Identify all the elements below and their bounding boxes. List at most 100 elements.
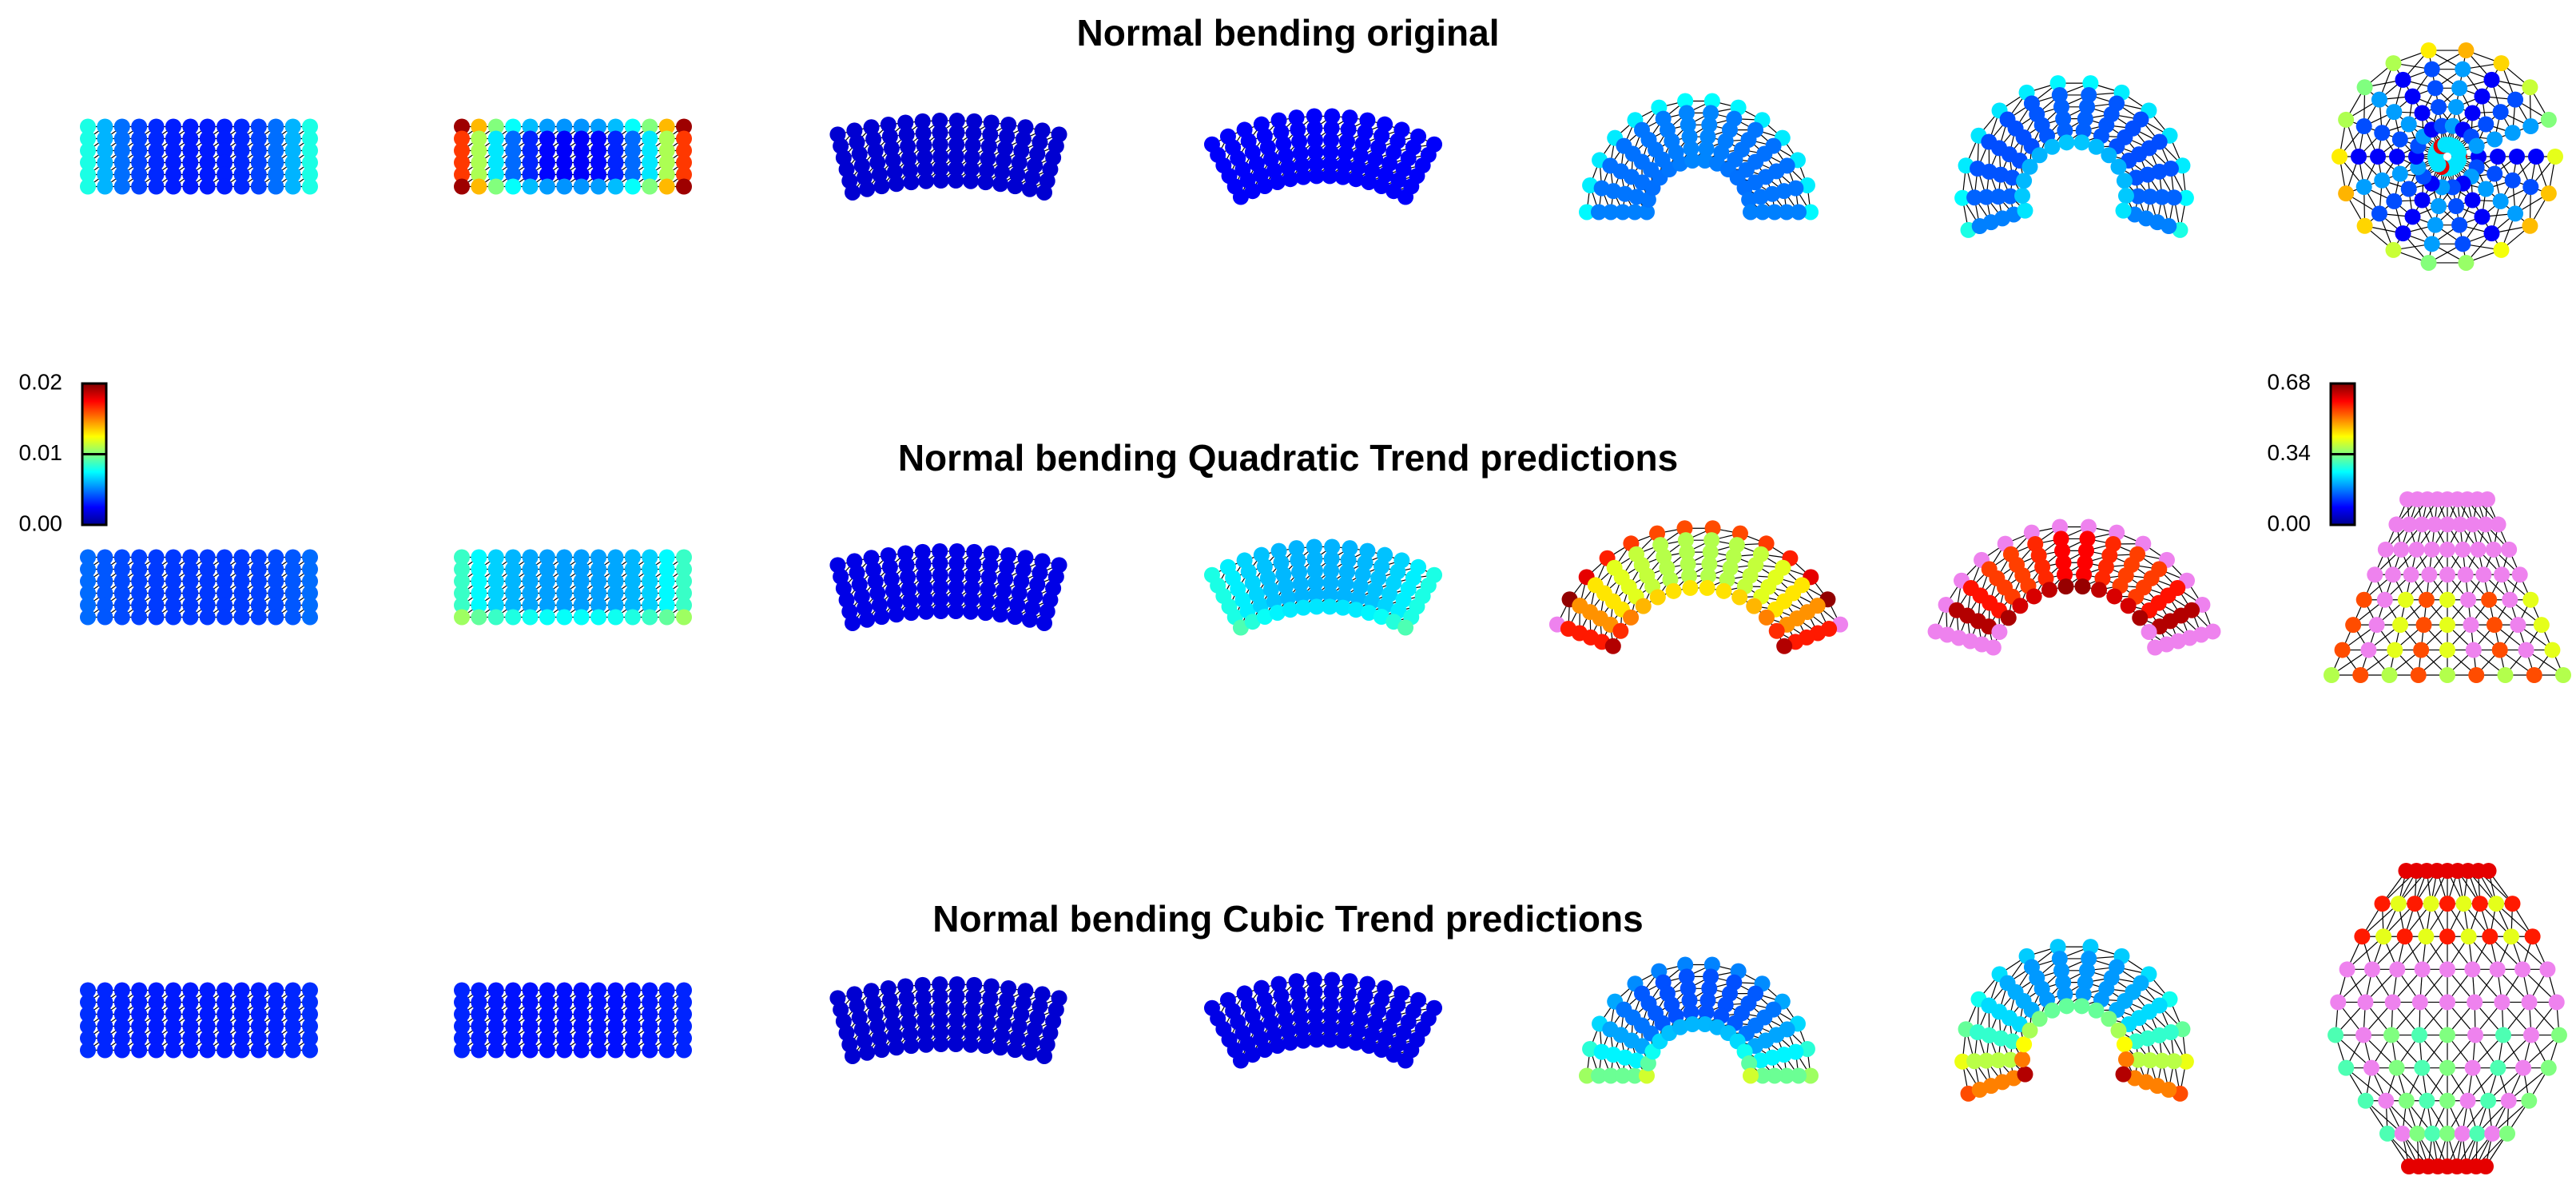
mesh-node bbox=[1385, 614, 1402, 630]
mesh-node bbox=[250, 130, 267, 147]
mesh-node bbox=[642, 142, 658, 159]
mesh-node bbox=[948, 149, 964, 165]
mesh-node bbox=[980, 581, 996, 598]
mesh-node bbox=[2091, 582, 2108, 598]
mesh-node bbox=[1966, 189, 1983, 206]
mesh-node bbox=[607, 609, 624, 626]
mesh-node bbox=[980, 569, 997, 586]
mesh-node bbox=[522, 573, 539, 590]
mesh-node bbox=[505, 130, 522, 147]
mesh-node bbox=[845, 1047, 861, 1064]
mesh-node bbox=[505, 142, 522, 159]
mesh-node bbox=[250, 561, 267, 578]
mesh-node bbox=[932, 1035, 949, 1052]
mesh-node bbox=[1746, 598, 1763, 614]
mesh-node bbox=[573, 154, 590, 171]
mesh-node bbox=[148, 597, 165, 614]
mesh-node bbox=[454, 118, 470, 135]
mesh-node bbox=[994, 594, 1011, 611]
mesh-node bbox=[1306, 538, 1322, 555]
mesh-node bbox=[1017, 119, 1034, 136]
mesh-node bbox=[1282, 171, 1298, 188]
mesh bbox=[454, 982, 692, 1059]
mesh-node bbox=[1306, 108, 1322, 125]
mesh-node bbox=[676, 597, 692, 614]
mesh-node bbox=[1269, 604, 1286, 621]
mesh-node bbox=[80, 154, 96, 171]
mesh-node bbox=[983, 545, 1000, 562]
mesh-node bbox=[624, 573, 641, 590]
mesh-node bbox=[658, 549, 675, 566]
mesh-node bbox=[1340, 552, 1357, 569]
mesh-node bbox=[676, 561, 692, 578]
mesh-node bbox=[881, 558, 898, 575]
mesh-node bbox=[918, 1036, 935, 1053]
mesh-node bbox=[113, 130, 130, 147]
mesh-node bbox=[1603, 204, 1619, 221]
mesh-node bbox=[217, 178, 233, 195]
mesh-node bbox=[80, 118, 96, 135]
mesh-node bbox=[268, 178, 284, 195]
mesh-node bbox=[487, 585, 504, 602]
mesh-node bbox=[1743, 204, 1759, 221]
mesh-node bbox=[199, 1042, 216, 1059]
mesh-node bbox=[1338, 133, 1355, 149]
mesh-node bbox=[2132, 610, 2149, 626]
mesh-node bbox=[113, 178, 130, 195]
mesh-node bbox=[573, 130, 590, 147]
mesh-node bbox=[539, 142, 555, 159]
mesh-node bbox=[624, 142, 641, 159]
mesh-node bbox=[1336, 587, 1353, 604]
mesh-node bbox=[642, 609, 658, 626]
mesh-node bbox=[1021, 181, 1038, 197]
mesh-node bbox=[250, 549, 267, 566]
mesh-node bbox=[1741, 191, 1758, 208]
mesh-node bbox=[624, 130, 641, 147]
mesh-node bbox=[1338, 563, 1355, 580]
mesh-node bbox=[182, 178, 199, 195]
mesh-node bbox=[233, 573, 250, 590]
mesh-node bbox=[113, 1042, 130, 1059]
mesh-node bbox=[590, 597, 607, 614]
mesh-node bbox=[148, 609, 165, 626]
mesh-node bbox=[2075, 122, 2092, 139]
mesh-node bbox=[1307, 562, 1324, 579]
mesh bbox=[454, 549, 692, 626]
mesh-node bbox=[2025, 588, 2042, 605]
mesh-node bbox=[522, 561, 539, 578]
mesh-node bbox=[2153, 189, 2170, 205]
mesh-node bbox=[1703, 93, 1720, 109]
mesh-node bbox=[607, 585, 624, 602]
mesh-node bbox=[233, 118, 250, 135]
mesh-node bbox=[962, 603, 979, 620]
mesh-node bbox=[268, 118, 284, 135]
mesh-node bbox=[182, 1042, 199, 1059]
mesh-node bbox=[284, 597, 301, 614]
mesh-node bbox=[113, 549, 130, 566]
mesh-node bbox=[131, 561, 148, 578]
mesh-node bbox=[642, 118, 658, 135]
mesh-node bbox=[1703, 105, 1719, 121]
mesh-node bbox=[302, 178, 318, 195]
mesh-node bbox=[113, 118, 130, 135]
mesh-node bbox=[1612, 622, 1629, 639]
mesh-node bbox=[556, 1042, 573, 1059]
mesh-node bbox=[1292, 575, 1309, 592]
mesh-node bbox=[624, 178, 641, 195]
mesh-node bbox=[1615, 204, 1631, 221]
mesh-node bbox=[1036, 614, 1052, 631]
mesh-node bbox=[607, 154, 624, 171]
mesh-node bbox=[522, 178, 539, 195]
mesh-node bbox=[233, 130, 250, 147]
mesh-node bbox=[148, 118, 165, 135]
mesh-node bbox=[505, 597, 522, 614]
mesh-node bbox=[165, 549, 181, 566]
mesh-node bbox=[1294, 587, 1310, 604]
mesh-node bbox=[1672, 155, 1688, 172]
mesh-node bbox=[845, 614, 861, 631]
mesh-node bbox=[1288, 109, 1305, 126]
mesh-node bbox=[573, 561, 590, 578]
mesh-node bbox=[233, 166, 250, 183]
mesh-node bbox=[233, 178, 250, 195]
mesh-node bbox=[1322, 168, 1338, 185]
